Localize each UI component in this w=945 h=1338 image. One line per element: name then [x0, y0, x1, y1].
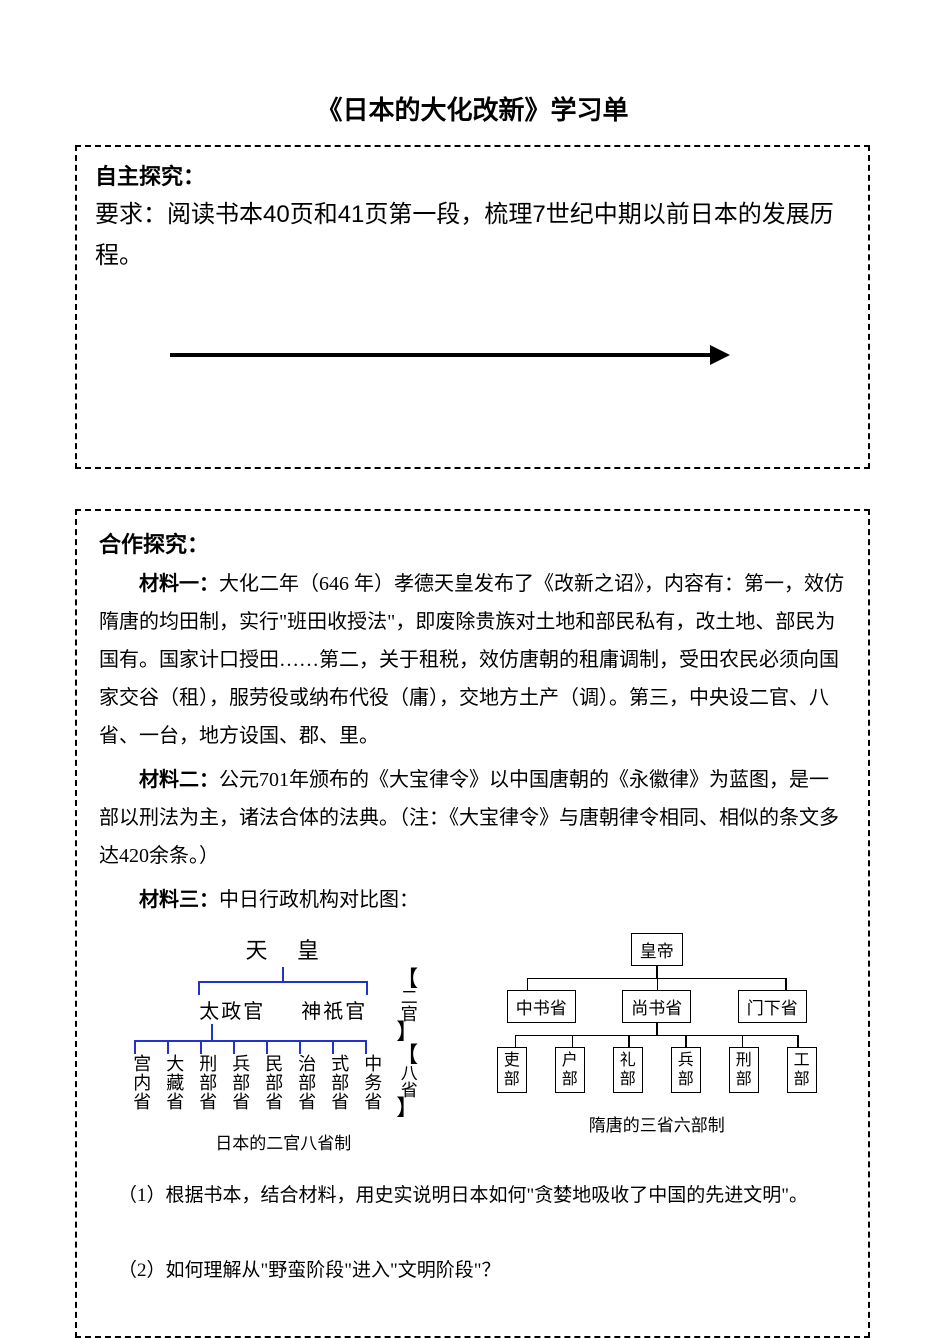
material-3: 材料三：中日行政机构对比图：: [99, 881, 846, 919]
m2-label: 材料二：: [139, 769, 219, 791]
question-2: （2）如何理解从"野蛮阶段"进入"文明阶段"？: [99, 1255, 846, 1282]
box1-heading: 自主探究：: [95, 159, 850, 191]
jp-l2-1: 神祇官: [301, 995, 367, 1024]
m3-label: 材料三：: [139, 889, 219, 911]
jp-dept-2: 刑部省: [186, 1054, 216, 1111]
jp-top: 天 皇: [128, 933, 438, 965]
material-1: 材料一：大化二年（646 年）孝德天皇发布了《改新之诏》，内容有：第一，效仿隋唐…: [99, 565, 846, 755]
jp-dept-4: 民部省: [252, 1054, 282, 1111]
jp-dept-6: 式部省: [318, 1054, 348, 1111]
china-chart-col: 皇帝 中书省 尚书省 门下省: [497, 933, 817, 1136]
japan-chart: 天 皇 太政官 神祇官 【 二官 】: [128, 933, 438, 1111]
timeline-arrow: [95, 295, 850, 415]
cn-l3-3: 兵部: [671, 1047, 701, 1093]
jp-caption: 日本的二官八省制: [215, 1129, 351, 1154]
jp-dept-5: 治部省: [285, 1054, 315, 1111]
cn-l2-1: 尚书省: [622, 990, 691, 1023]
jp-dept-1: 大藏省: [153, 1054, 183, 1111]
question-1: （1）根据书本，结合材料，用史实说明日本如何"贪婪地吸收了中国的先进文明"。: [99, 1180, 846, 1207]
box1-requirement: 要求：阅读书本40页和41页第一段，梳理7世纪中期以前日本的发展历程。: [95, 195, 850, 277]
m1-label: 材料一：: [139, 573, 219, 595]
jp-dept-3: 兵部省: [219, 1054, 249, 1111]
arrow-icon: [160, 341, 740, 369]
cn-l3-0: 吏部: [497, 1047, 527, 1093]
cn-caption: 隋唐的三省六部制: [589, 1111, 725, 1136]
jp-anno-2guan: 【 二官 】: [382, 969, 432, 1043]
jp-dept-7: 中务省: [351, 1054, 381, 1111]
cn-level2: 中书省 尚书省 门下省: [507, 990, 807, 1023]
material-2: 材料二：公元701年颁布的《大宝律令》以中国唐朝的《永徽律》为蓝图，是一部以刑法…: [99, 761, 846, 875]
japan-chart-col: 天 皇 太政官 神祇官 【 二官 】: [128, 933, 438, 1154]
jp-l2-0: 太政官: [199, 995, 265, 1024]
jp-dept-0: 宫内省: [120, 1054, 150, 1111]
cn-l3-2: 礼部: [613, 1047, 643, 1093]
page-title: 《日本的大化改新》学习单: [75, 90, 870, 127]
cn-top: 皇帝: [631, 933, 683, 966]
cn-level3: 吏部 户部 礼部 兵部 刑部 工部: [497, 1047, 817, 1093]
china-chart: 皇帝 中书省 尚书省 门下省: [497, 933, 817, 1093]
jp-anno-8sheng: 【 八省 】: [382, 1045, 432, 1119]
box-self-study: 自主探究： 要求：阅读书本40页和41页第一段，梳理7世纪中期以前日本的发展历程…: [75, 145, 870, 469]
cn-l2-0: 中书省: [507, 990, 576, 1023]
box2-heading: 合作探究：: [99, 527, 846, 559]
cn-l2-2: 门下省: [738, 990, 807, 1023]
box-coop-study: 合作探究： 材料一：大化二年（646 年）孝德天皇发布了《改新之诏》，内容有：第…: [75, 509, 870, 1338]
charts-row: 天 皇 太政官 神祇官 【 二官 】: [99, 933, 846, 1154]
cn-l3-4: 刑部: [729, 1047, 759, 1093]
cn-l3-1: 户部: [555, 1047, 585, 1093]
m3-text: 中日行政机构对比图：: [219, 889, 419, 911]
cn-l3-5: 工部: [787, 1047, 817, 1093]
m1-text: 大化二年（646 年）孝德天皇发布了《改新之诏》，内容有：第一，效仿隋唐的均田制…: [99, 573, 844, 747]
